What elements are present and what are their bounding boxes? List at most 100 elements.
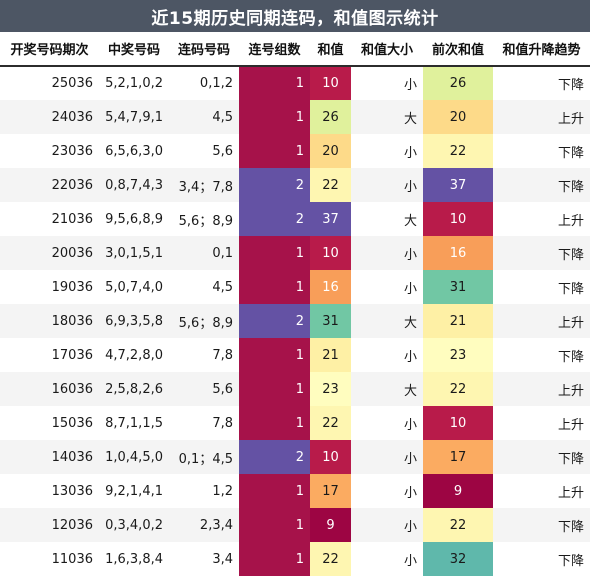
cell-trend: 下降 [493,134,590,168]
cell-sum: 10 [310,236,351,270]
table-row: 15036 8,7,1,1,5 7,8 1 22 小 10 上升 [0,406,590,440]
cell-trend: 上升 [493,304,590,338]
table-row: 19036 5,0,7,4,0 4,5 1 16 小 31 下降 [0,270,590,304]
cell-period: 24036 [0,100,99,134]
cell-sum: 21 [310,338,351,372]
cell-groups: 1 [239,372,310,406]
cell-size: 小 [351,168,423,202]
cell-trend: 下降 [493,542,590,576]
cell-prev-sum: 37 [423,168,493,202]
cell-trend: 下降 [493,338,590,372]
cell-period: 20036 [0,236,99,270]
cell-trend: 上升 [493,474,590,508]
cell-numbers: 3,0,1,5,1 [99,236,169,270]
table-row: 24036 5,4,7,9,1 4,5 1 26 大 20 上升 [0,100,590,134]
cell-prev-sum: 23 [423,338,493,372]
table-row: 21036 9,5,6,8,9 5,6；8,9 2 37 大 10 上升 [0,202,590,236]
table-row: 23036 6,5,6,3,0 5,6 1 20 小 22 下降 [0,134,590,168]
cell-consec: 5,6 [169,372,239,406]
cell-groups: 1 [239,542,310,576]
cell-sum: 9 [310,508,351,542]
cell-consec: 4,5 [169,270,239,304]
table-row: 17036 4,7,2,8,0 7,8 1 21 小 23 下降 [0,338,590,372]
cell-numbers: 0,8,7,4,3 [99,168,169,202]
cell-size: 小 [351,542,423,576]
cell-numbers: 5,2,1,0,2 [99,66,169,100]
cell-prev-sum: 10 [423,406,493,440]
cell-trend: 下降 [493,440,590,474]
cell-numbers: 9,2,1,4,1 [99,474,169,508]
cell-trend: 上升 [493,100,590,134]
cell-numbers: 5,4,7,9,1 [99,100,169,134]
cell-numbers: 6,5,6,3,0 [99,134,169,168]
header-prev-sum: 前次和值 [423,32,493,67]
cell-size: 小 [351,134,423,168]
cell-sum: 16 [310,270,351,304]
cell-sum: 23 [310,372,351,406]
header-size: 和值大小 [351,32,423,67]
header-trend: 和值升降趋势 [493,32,590,67]
table-row: 22036 0,8,7,4,3 3,4；7,8 2 22 小 37 下降 [0,168,590,202]
cell-consec: 5,6；8,9 [169,202,239,236]
cell-trend: 下降 [493,508,590,542]
cell-numbers: 0,3,4,0,2 [99,508,169,542]
cell-groups: 1 [239,66,310,100]
cell-size: 小 [351,66,423,100]
cell-groups: 1 [239,508,310,542]
cell-size: 小 [351,338,423,372]
cell-sum: 22 [310,168,351,202]
cell-period: 22036 [0,168,99,202]
cell-trend: 上升 [493,406,590,440]
cell-prev-sum: 16 [423,236,493,270]
cell-prev-sum: 32 [423,542,493,576]
table-row: 13036 9,2,1,4,1 1,2 1 17 小 9 上升 [0,474,590,508]
cell-period: 21036 [0,202,99,236]
cell-prev-sum: 22 [423,508,493,542]
cell-consec: 5,6；8,9 [169,304,239,338]
cell-numbers: 6,9,3,5,8 [99,304,169,338]
header-groups: 连号组数 [239,32,310,67]
cell-numbers: 1,0,4,5,0 [99,440,169,474]
cell-trend: 下降 [493,168,590,202]
cell-numbers: 4,7,2,8,0 [99,338,169,372]
cell-size: 大 [351,100,423,134]
cell-groups: 2 [239,304,310,338]
cell-prev-sum: 26 [423,66,493,100]
cell-trend: 下降 [493,236,590,270]
cell-sum: 22 [310,406,351,440]
table-row: 18036 6,9,3,5,8 5,6；8,9 2 31 大 21 上升 [0,304,590,338]
cell-size: 大 [351,304,423,338]
cell-period: 18036 [0,304,99,338]
cell-consec: 7,8 [169,338,239,372]
cell-size: 小 [351,440,423,474]
cell-consec: 3,4；7,8 [169,168,239,202]
cell-prev-sum: 22 [423,372,493,406]
header-sum: 和值 [310,32,351,67]
cell-period: 19036 [0,270,99,304]
cell-numbers: 2,5,8,2,6 [99,372,169,406]
table-row: 20036 3,0,1,5,1 0,1 1 10 小 16 下降 [0,236,590,270]
stats-table: 开奖号码期次 中奖号码 连码号码 连号组数 和值 和值大小 前次和值 和值升降趋… [0,32,590,576]
cell-sum: 10 [310,66,351,100]
cell-size: 小 [351,236,423,270]
cell-groups: 2 [239,168,310,202]
table-title: 近15期历史同期连码，和值图示统计 [0,0,590,32]
cell-numbers: 5,0,7,4,0 [99,270,169,304]
cell-consec: 4,5 [169,100,239,134]
cell-size: 小 [351,474,423,508]
table-row: 12036 0,3,4,0,2 2,3,4 1 9 小 22 下降 [0,508,590,542]
cell-size: 小 [351,270,423,304]
cell-groups: 1 [239,338,310,372]
cell-groups: 1 [239,134,310,168]
cell-numbers: 1,6,3,8,4 [99,542,169,576]
cell-consec: 5,6 [169,134,239,168]
cell-groups: 1 [239,270,310,304]
cell-sum: 31 [310,304,351,338]
cell-groups: 1 [239,100,310,134]
cell-consec: 0,1；4,5 [169,440,239,474]
cell-period: 15036 [0,406,99,440]
cell-prev-sum: 9 [423,474,493,508]
cell-groups: 2 [239,202,310,236]
cell-consec: 1,2 [169,474,239,508]
cell-prev-sum: 31 [423,270,493,304]
